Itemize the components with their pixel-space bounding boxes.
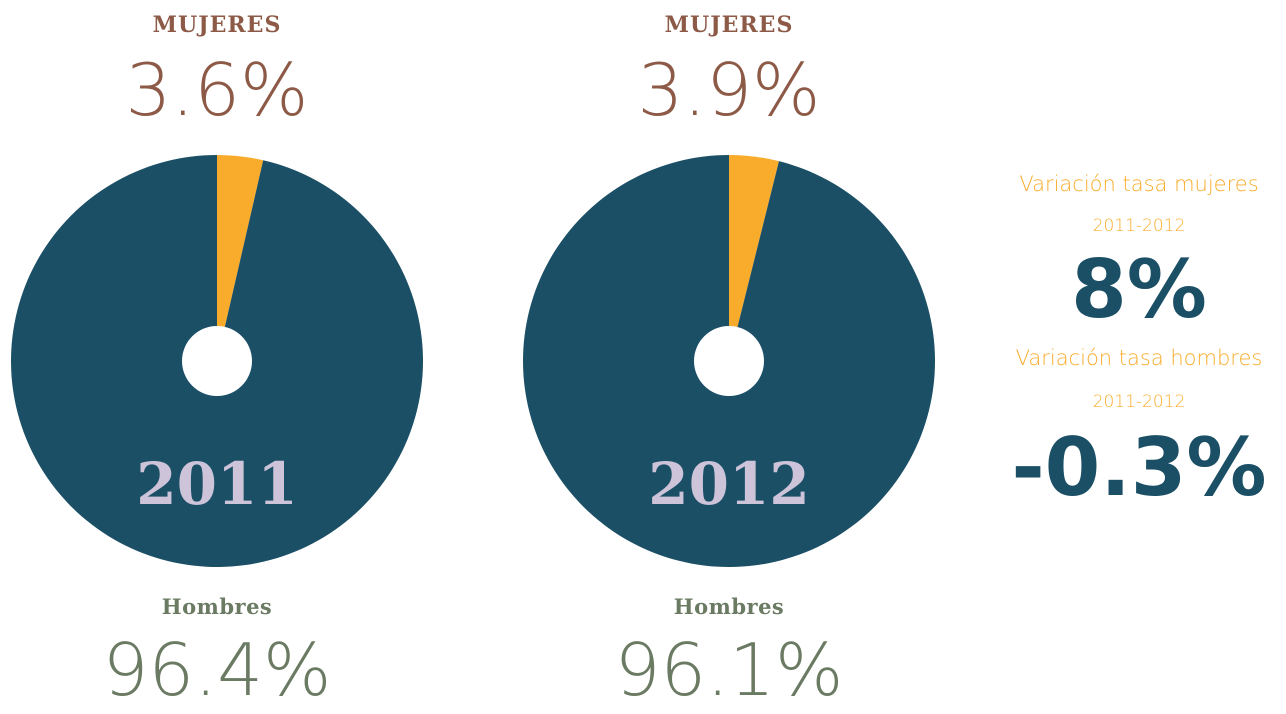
pie-slice-mujeres: [729, 155, 779, 361]
women-variation-value: 8%: [1071, 243, 1207, 336]
year-label: 2012: [648, 450, 809, 518]
pie-slice-mujeres: [217, 155, 264, 361]
pie-panel-2011: MUJERES 3.6% 2011 Hombres 96.4%: [2, 0, 432, 712]
women-variation-period: 2011-2012: [1092, 216, 1186, 236]
women-variation-label: Variación tasa mujeres: [1019, 172, 1259, 196]
women-label: MUJERES: [152, 12, 282, 38]
pie-panel-2012: MUJERES 3.9% 2012 Hombres 96.1%: [514, 0, 944, 712]
men-value: 96.1%: [614, 628, 844, 712]
women-label: MUJERES: [664, 12, 794, 38]
men-label: Hombres: [673, 594, 785, 619]
men-variation-period: 2011-2012: [1092, 392, 1186, 412]
women-value: 3.9%: [637, 48, 821, 132]
men-variation-value: -0.3%: [1011, 421, 1267, 514]
year-label: 2011: [136, 450, 297, 518]
variation-panel: Variación tasa mujeres 2011-2012 8% Vari…: [1000, 0, 1278, 700]
men-value: 96.4%: [102, 628, 332, 712]
men-variation-label: Variación tasa hombres: [1015, 346, 1263, 370]
pie-center-hole: [182, 326, 252, 396]
men-label: Hombres: [161, 594, 273, 619]
pie-center-hole: [694, 326, 764, 396]
pie-chart-2011: 2011: [10, 155, 423, 567]
women-value: 3.6%: [125, 48, 309, 132]
pie-chart-2012: 2012: [523, 155, 935, 567]
